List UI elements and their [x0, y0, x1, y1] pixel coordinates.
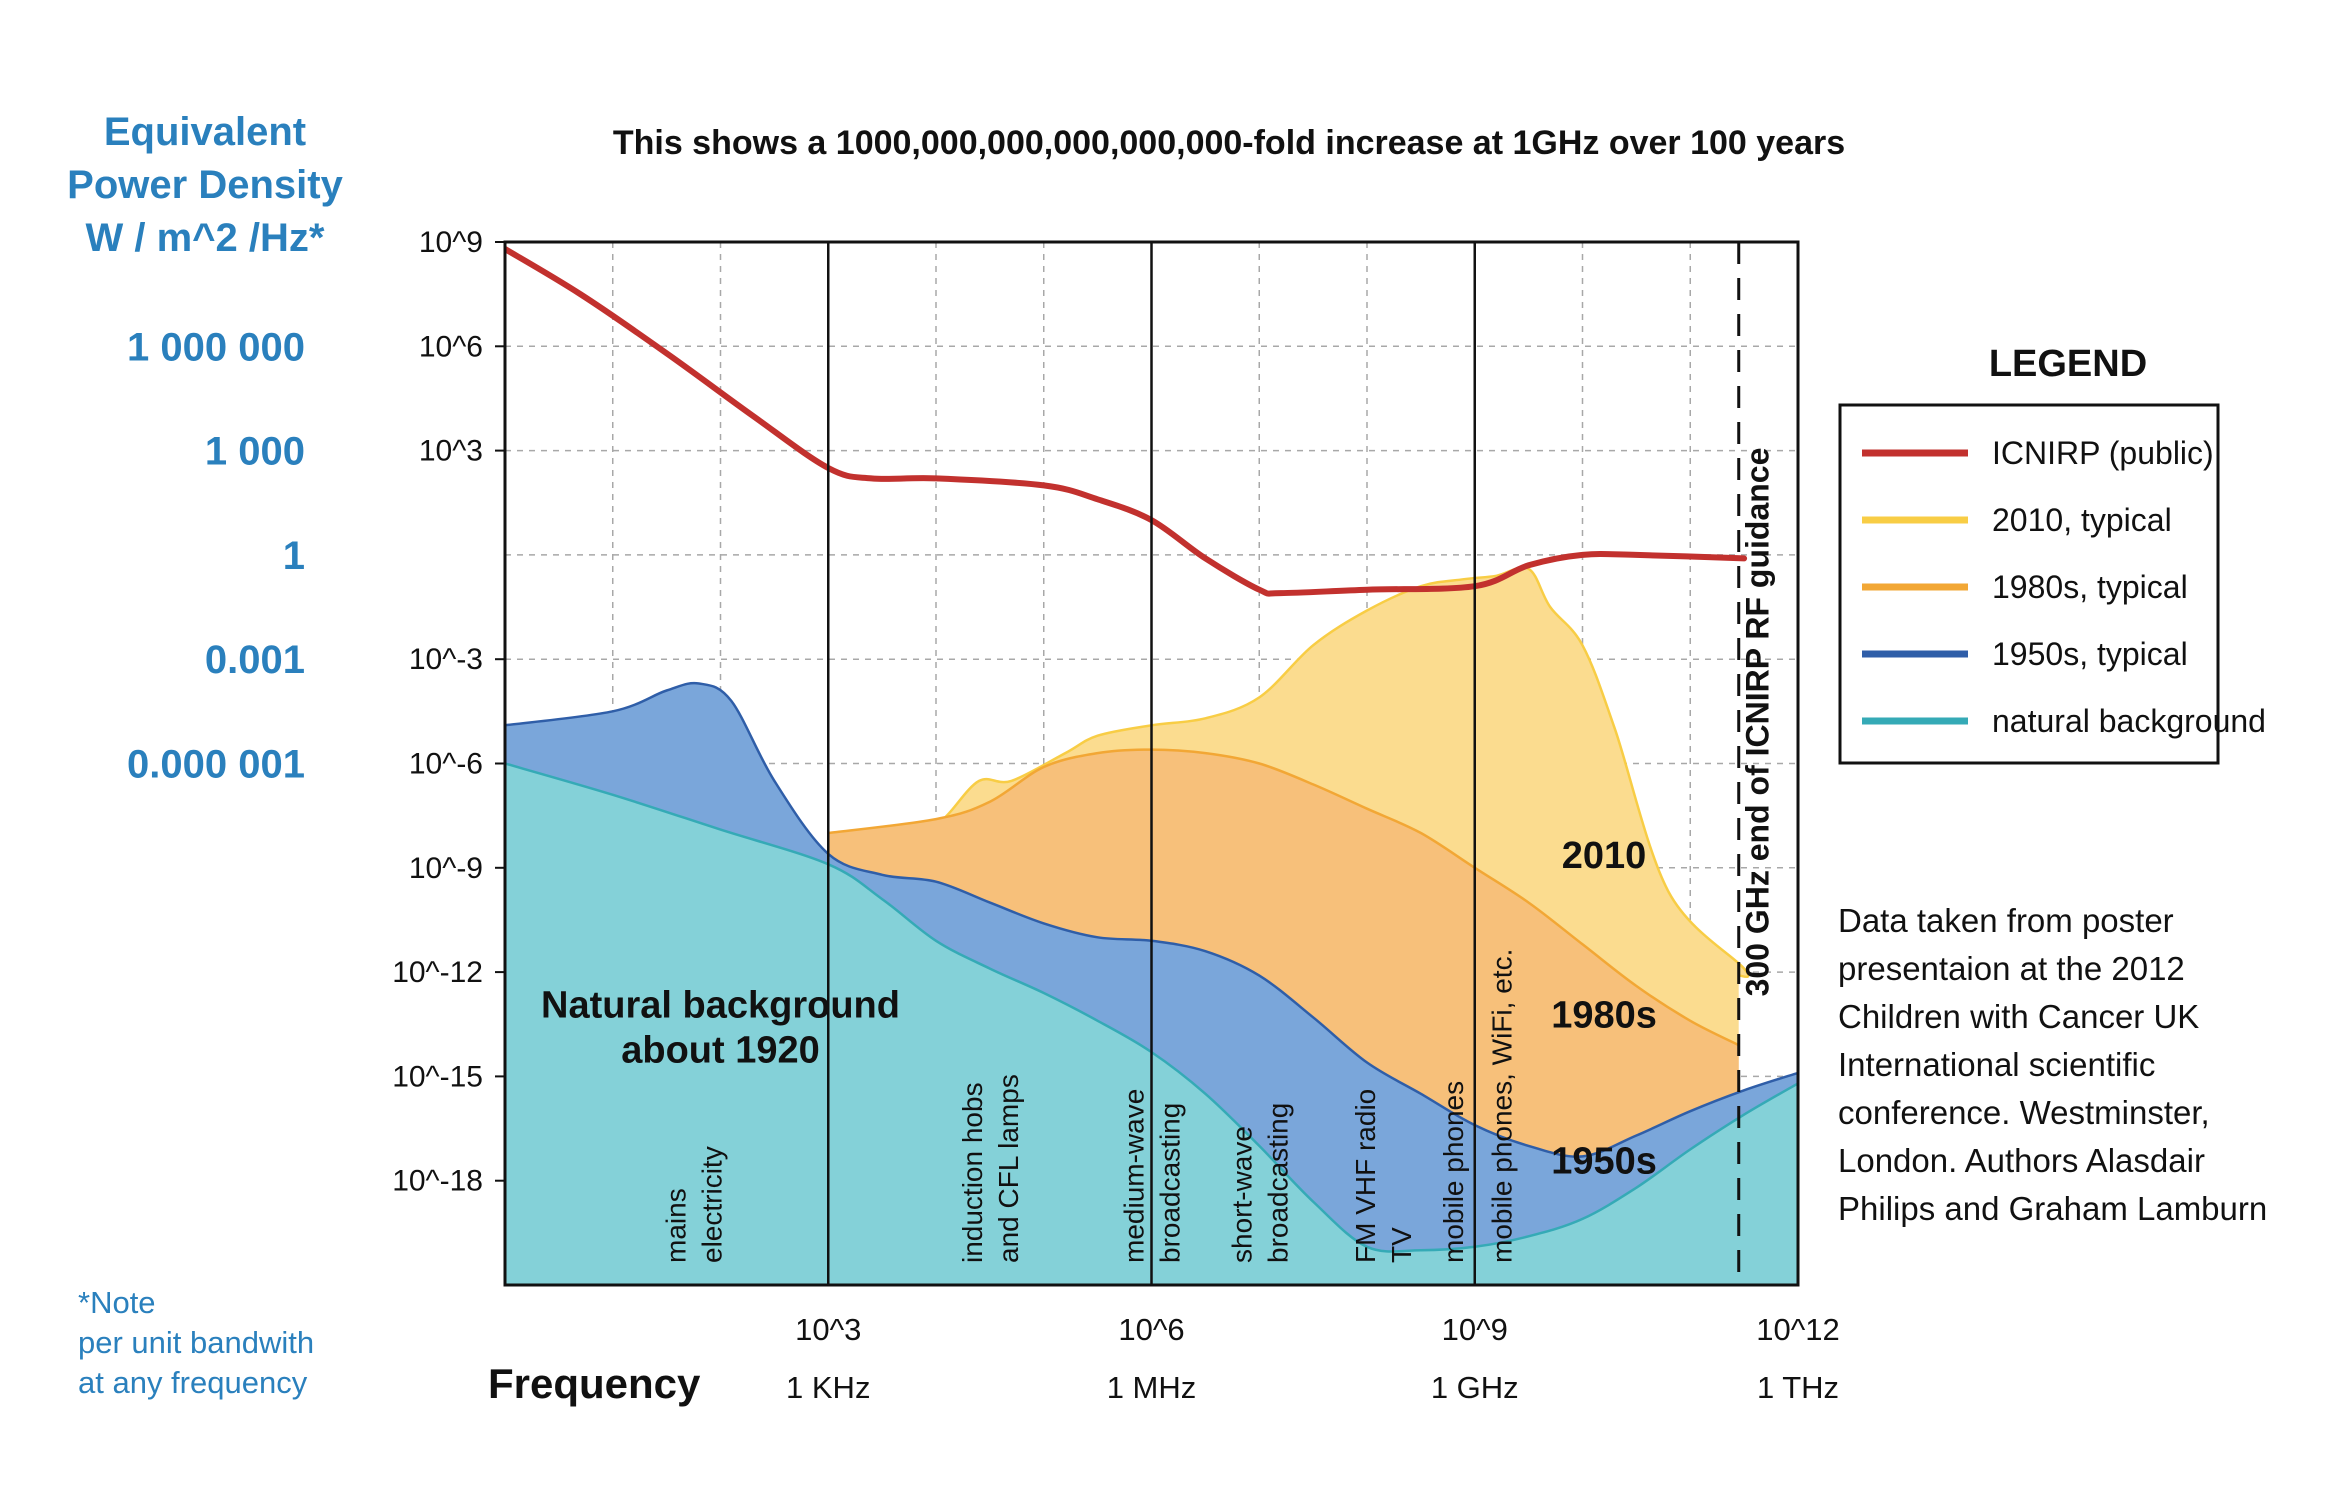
- area-annotation: 1950s: [1551, 1141, 1657, 1183]
- equivalent-scale-label: 0.000 001: [127, 743, 305, 787]
- x-tick-label: 10^9: [1442, 1312, 1508, 1347]
- application-label: mains: [661, 1188, 692, 1263]
- source-note: Data taken from poster presentaion at the…: [1838, 902, 2267, 1227]
- application-label: TV: [1386, 1227, 1417, 1263]
- application-label: induction hobs: [957, 1082, 988, 1263]
- source-line: Children with Cancer UK: [1838, 998, 2199, 1035]
- x-tick-label: 10^3: [795, 1312, 861, 1347]
- y-tick-label: 10^-9: [409, 852, 483, 885]
- y-axis-label-line: Equivalent: [104, 110, 306, 154]
- legend: LEGEND ICNIRP (public) 2010, typical 1980s,…: [1838, 343, 2266, 765]
- y-tick-label: 10^-15: [392, 1060, 483, 1093]
- application-label: short-wave: [1226, 1126, 1257, 1263]
- application-label: broadcasting: [1155, 1103, 1186, 1263]
- area-annotation: Natural background: [541, 984, 900, 1026]
- x-tick-sublabel: 1 MHz: [1107, 1370, 1197, 1405]
- icnirp-limit-line: 300 GHz end of ICNIRP RF guidance: [1737, 242, 1776, 1285]
- series-line-icnirp-public: [505, 246, 1748, 597]
- application-label: mobile phones, WiFi, etc.: [1487, 949, 1518, 1263]
- area-annotation: 1980s: [1551, 995, 1657, 1037]
- legend-label: 1950s, typical: [1992, 636, 2188, 672]
- source-line: Data taken from poster: [1838, 902, 2174, 939]
- equivalent-scale-label: 1: [283, 534, 305, 578]
- source-line: presentaion at the 2012: [1838, 950, 2185, 987]
- y-axis-label-line: W / m^2 /Hz*: [86, 216, 325, 260]
- legend-label: natural background: [1992, 703, 2266, 739]
- x-tick-label: 10^12: [1756, 1312, 1840, 1347]
- y-tick-label: 10^-6: [409, 748, 483, 781]
- y-axis-label-line: Power Density: [67, 163, 343, 207]
- y-tick-label: 10^9: [419, 226, 483, 259]
- application-label: electricity: [697, 1146, 728, 1263]
- equivalent-scale-label: 0.001: [205, 638, 305, 682]
- footnote-line: *Note: [78, 1285, 156, 1320]
- equivalent-scale: 1 000 000 1 000 1 0.001 0.000 001: [127, 325, 305, 786]
- footnote: *Note per unit bandwith at any frequency: [78, 1285, 314, 1400]
- y-tick-label: 10^-3: [409, 643, 483, 676]
- series-line-natural-background: [505, 762, 1798, 1253]
- source-line: conference. Westminster,: [1838, 1094, 2210, 1131]
- legend-label: 1980s, typical: [1992, 569, 2188, 605]
- source-line: London. Authors Alasdair: [1838, 1142, 2205, 1179]
- application-label: and CFL lamps: [993, 1074, 1024, 1263]
- area-annotation: about 1920: [621, 1029, 820, 1071]
- series-line-2010-typical: [828, 566, 1750, 979]
- footnote-line: at any frequency: [78, 1365, 308, 1400]
- x-tick-sublabel: 1 GHz: [1431, 1370, 1519, 1405]
- equivalent-scale-label: 1 000: [205, 430, 305, 474]
- major-frequency-lines: [827, 242, 1476, 1285]
- chart-title: This shows a 1000,000,000,000,000,000-fo…: [613, 124, 1845, 162]
- area-annotation: 2010: [1562, 835, 1647, 877]
- legend-label: 2010, typical: [1992, 502, 2172, 538]
- x-axis-label: Frequency: [488, 1360, 701, 1407]
- application-label: FM VHF radio: [1350, 1089, 1381, 1263]
- y-tick-label: 10^-12: [392, 956, 483, 989]
- y-axis-ticks: 10^9 10^6 10^3 10^-3 10^-6 10^-9 10^-12 10^-15 1…: [392, 226, 505, 1198]
- source-line: International scientific: [1838, 1046, 2155, 1083]
- application-label: mobile phones: [1438, 1081, 1469, 1263]
- legend-label: ICNIRP (public): [1992, 435, 2214, 471]
- y-tick-label: 10^3: [419, 435, 483, 468]
- application-label: broadcasting: [1262, 1103, 1293, 1263]
- application-labels: mains electricity induction hobs and CFL la…: [661, 949, 1518, 1263]
- x-axis-ticks: 10^3 1 KHz 10^6 1 MHz 10^9 1 GHz 10^12 1 THz: [786, 1312, 1840, 1405]
- footnote-line: per unit bandwith: [78, 1325, 314, 1360]
- icnirp-limit-label: 300 GHz end of ICNIRP RF guidance: [1740, 448, 1776, 997]
- legend-title: LEGEND: [1989, 343, 2147, 385]
- source-line: Philips and Graham Lamburn: [1838, 1190, 2267, 1227]
- y-tick-label: 10^-18: [392, 1165, 483, 1198]
- y-tick-label: 10^6: [419, 330, 483, 363]
- x-tick-sublabel: 1 KHz: [786, 1370, 870, 1405]
- series-line-1980s-typical: [828, 748, 1740, 1047]
- x-tick-label: 10^6: [1118, 1312, 1184, 1347]
- series-line-1950s-typical: [505, 681, 1798, 1158]
- y-axis-label: Equivalent Power Density W / m^2 /Hz*: [67, 110, 343, 260]
- x-tick-sublabel: 1 THz: [1757, 1370, 1839, 1405]
- application-label: medium-wave: [1119, 1089, 1150, 1263]
- equivalent-scale-label: 1 000 000: [127, 325, 305, 369]
